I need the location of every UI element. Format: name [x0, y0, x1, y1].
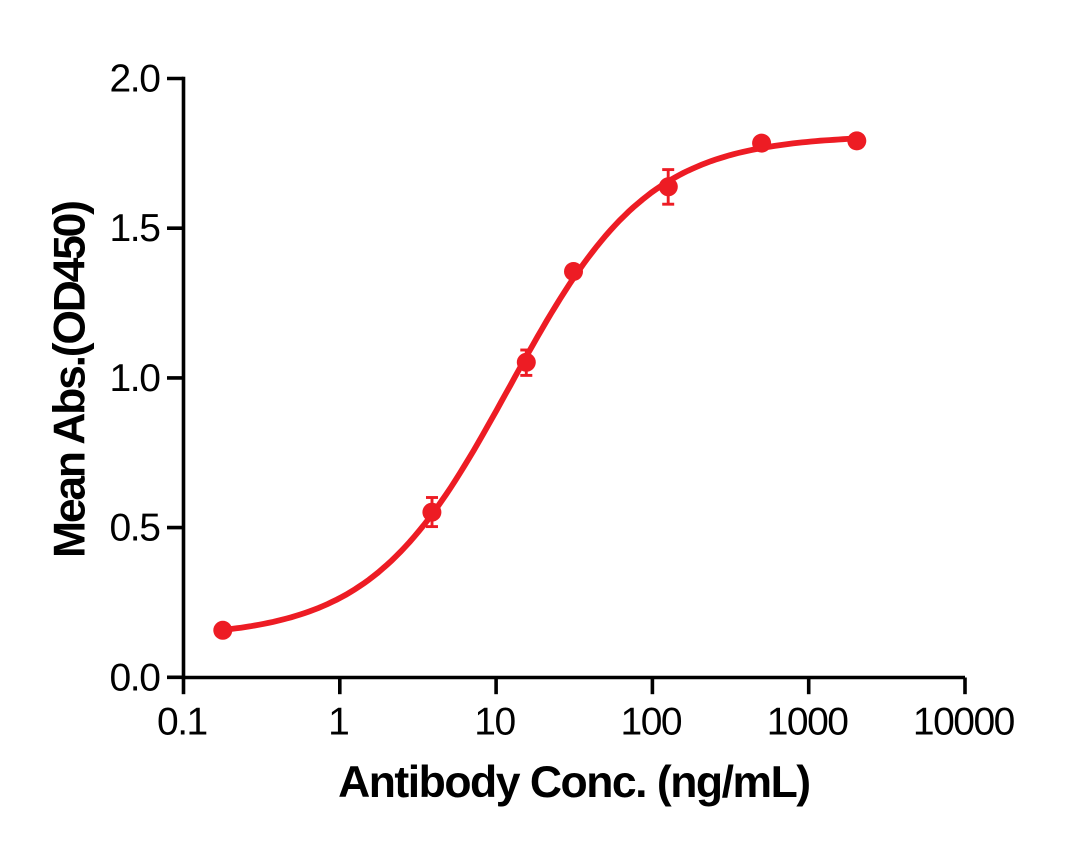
svg-text:1: 1	[328, 701, 348, 744]
svg-text:1.0: 1.0	[109, 357, 160, 400]
svg-text:Antibody Conc. (ng/mL): Antibody Conc. (ng/mL)	[338, 758, 811, 807]
svg-text:0.5: 0.5	[109, 507, 160, 550]
svg-text:10: 10	[474, 701, 515, 744]
svg-text:0.1: 0.1	[157, 701, 207, 744]
svg-text:Mean Abs.(OD450): Mean Abs.(OD450)	[46, 200, 95, 558]
svg-text:1000: 1000	[767, 701, 849, 744]
svg-text:100: 100	[621, 701, 682, 744]
svg-text:10000: 10000	[913, 701, 1015, 744]
svg-text:0.0: 0.0	[109, 656, 160, 699]
svg-text:1.5: 1.5	[109, 207, 160, 250]
svg-text:2.0: 2.0	[109, 58, 160, 101]
